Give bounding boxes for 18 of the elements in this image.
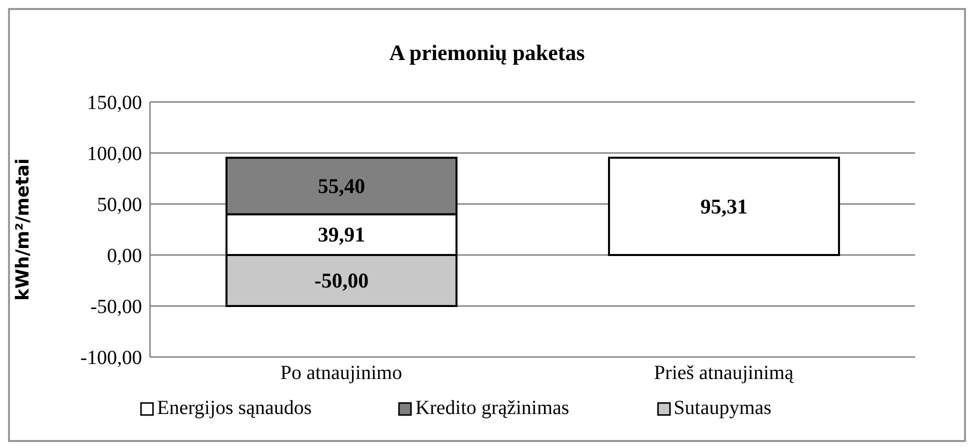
x-tick-label: Po atnaujinimo <box>280 362 402 384</box>
y-tick-label: -100,00 <box>80 347 142 370</box>
legend-label: Sutaupymas <box>674 397 772 420</box>
data-label: 95,31 <box>700 194 748 218</box>
data-label: -50,00 <box>314 268 369 292</box>
legend-label: Energijos sąnaudos <box>157 397 312 420</box>
y-tick-label: 0,00 <box>107 245 142 268</box>
y-tick-label: 50,00 <box>97 194 142 216</box>
y-tick-label: 100,00 <box>87 143 142 166</box>
chart-title: A priemonių paketas <box>388 40 586 66</box>
legend-label: Kredito grąžinimas <box>415 397 570 420</box>
bar <box>608 156 840 256</box>
x-tick-label: Prieš atnaujinimą <box>654 362 795 384</box>
data-label: 39,91 <box>318 222 366 247</box>
data-label: 55,40 <box>318 174 366 198</box>
y-tick-label: -50,00 <box>90 296 142 318</box>
y-tick-label: 150,00 <box>87 92 142 114</box>
y-axis-title: kWh/m²/metai <box>12 158 34 301</box>
